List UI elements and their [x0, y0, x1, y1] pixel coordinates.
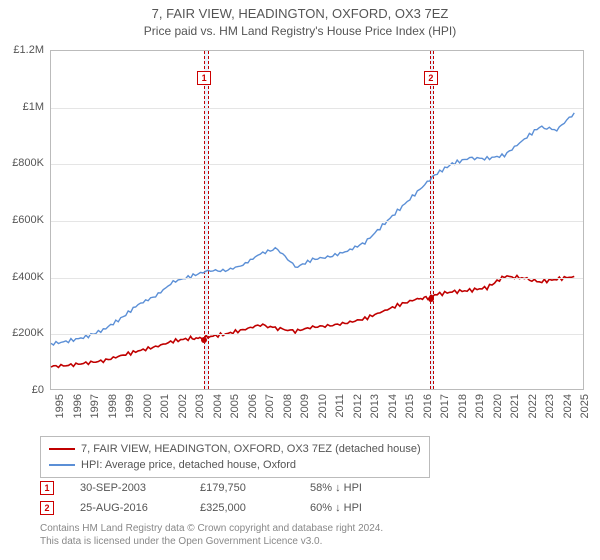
x-tick-label: 2014: [387, 394, 399, 418]
x-tick-label: 2006: [247, 394, 259, 418]
footnotes: 1 30-SEP-2003 £179,750 58% ↓ HPI 2 25-AUG-201…: [40, 478, 362, 518]
legend-row: HPI: Average price, detached house, Oxfo…: [49, 457, 421, 473]
x-tick-label: 2019: [474, 394, 486, 418]
x-tick-label: 2016: [422, 394, 434, 418]
x-tick-label: 2002: [177, 394, 189, 418]
footnote-marker: 2: [40, 501, 54, 515]
marker-label: 1: [197, 71, 211, 85]
legend-swatch: [49, 464, 75, 466]
x-tick-label: 2011: [334, 394, 346, 418]
y-tick-label: £200K: [12, 327, 44, 339]
y-tick-label: £800K: [12, 157, 44, 169]
x-tick-label: 2013: [369, 394, 381, 418]
footnote-delta: 58% ↓ HPI: [310, 482, 362, 494]
legend-swatch: [49, 448, 75, 450]
legend-row: 7, FAIR VIEW, HEADINGTON, OXFORD, OX3 7E…: [49, 441, 421, 457]
x-tick-label: 2024: [562, 394, 574, 418]
x-tick-label: 2010: [317, 394, 329, 418]
gridline: [51, 334, 583, 335]
gridline: [51, 108, 583, 109]
footnote-delta: 60% ↓ HPI: [310, 502, 362, 514]
x-tick-label: 1995: [54, 394, 66, 418]
footnote-row: 1 30-SEP-2003 £179,750 58% ↓ HPI: [40, 478, 362, 498]
attribution: Contains HM Land Registry data © Crown c…: [40, 522, 383, 548]
gridline: [51, 164, 583, 165]
y-axis: £0£200K£400K£600K£800K£1M£1.2M: [0, 50, 48, 390]
y-tick-label: £600K: [12, 214, 44, 226]
footnote-date: 30-SEP-2003: [80, 482, 174, 494]
x-tick-label: 1997: [89, 394, 101, 418]
x-tick-label: 2012: [352, 394, 364, 418]
attribution-line2: This data is licensed under the Open Gov…: [40, 535, 383, 548]
x-tick-label: 2007: [264, 394, 276, 418]
footnote-price: £179,750: [200, 482, 284, 494]
x-tick-label: 2000: [142, 394, 154, 418]
footnote-marker: 1: [40, 481, 54, 495]
x-tick-label: 1998: [107, 394, 119, 418]
gridline: [51, 278, 583, 279]
x-tick-label: 2008: [282, 394, 294, 418]
chart-title: 7, FAIR VIEW, HEADINGTON, OXFORD, OX3 7E…: [0, 6, 600, 21]
series-line: [51, 113, 574, 345]
marker-dot: [428, 296, 434, 302]
y-tick-label: £1.2M: [13, 44, 44, 56]
legend-label: HPI: Average price, detached house, Oxfo…: [81, 457, 296, 473]
footnote-date: 25-AUG-2016: [80, 502, 174, 514]
gridline: [51, 221, 583, 222]
legend-label: 7, FAIR VIEW, HEADINGTON, OXFORD, OX3 7E…: [81, 441, 421, 457]
x-tick-label: 2021: [509, 394, 521, 418]
chart-container: 7, FAIR VIEW, HEADINGTON, OXFORD, OX3 7E…: [0, 0, 600, 560]
x-tick-label: 2018: [457, 394, 469, 418]
x-tick-label: 2005: [229, 394, 241, 418]
x-tick-label: 2022: [527, 394, 539, 418]
marker-label: 2: [424, 71, 438, 85]
y-tick-label: £400K: [12, 271, 44, 283]
x-tick-label: 2020: [492, 394, 504, 418]
attribution-line1: Contains HM Land Registry data © Crown c…: [40, 522, 383, 535]
x-tick-label: 2004: [212, 394, 224, 418]
x-tick-label: 2003: [194, 394, 206, 418]
x-tick-label: 2001: [159, 394, 171, 418]
y-tick-label: £1M: [23, 101, 44, 113]
chart-svg: [51, 51, 583, 389]
x-tick-label: 2017: [439, 394, 451, 418]
x-axis: 1995 1996 1997 1998 1999 2000 2001 2002 2003 2004…: [50, 394, 584, 434]
footnote-row: 2 25-AUG-2016 £325,000 60% ↓ HPI: [40, 498, 362, 518]
legend: 7, FAIR VIEW, HEADINGTON, OXFORD, OX3 7E…: [40, 436, 430, 478]
x-tick-label: 2009: [299, 394, 311, 418]
x-tick-label: 2025: [579, 394, 591, 418]
plot-area: 12: [50, 50, 584, 390]
chart-subtitle: Price paid vs. HM Land Registry's House …: [0, 24, 600, 38]
x-tick-label: 2015: [404, 394, 416, 418]
marker-dot: [201, 337, 207, 343]
footnote-price: £325,000: [200, 502, 284, 514]
y-tick-label: £0: [32, 384, 44, 396]
x-tick-label: 2023: [544, 394, 556, 418]
series-line: [51, 275, 574, 367]
x-tick-label: 1999: [124, 394, 136, 418]
x-tick-label: 1996: [72, 394, 84, 418]
